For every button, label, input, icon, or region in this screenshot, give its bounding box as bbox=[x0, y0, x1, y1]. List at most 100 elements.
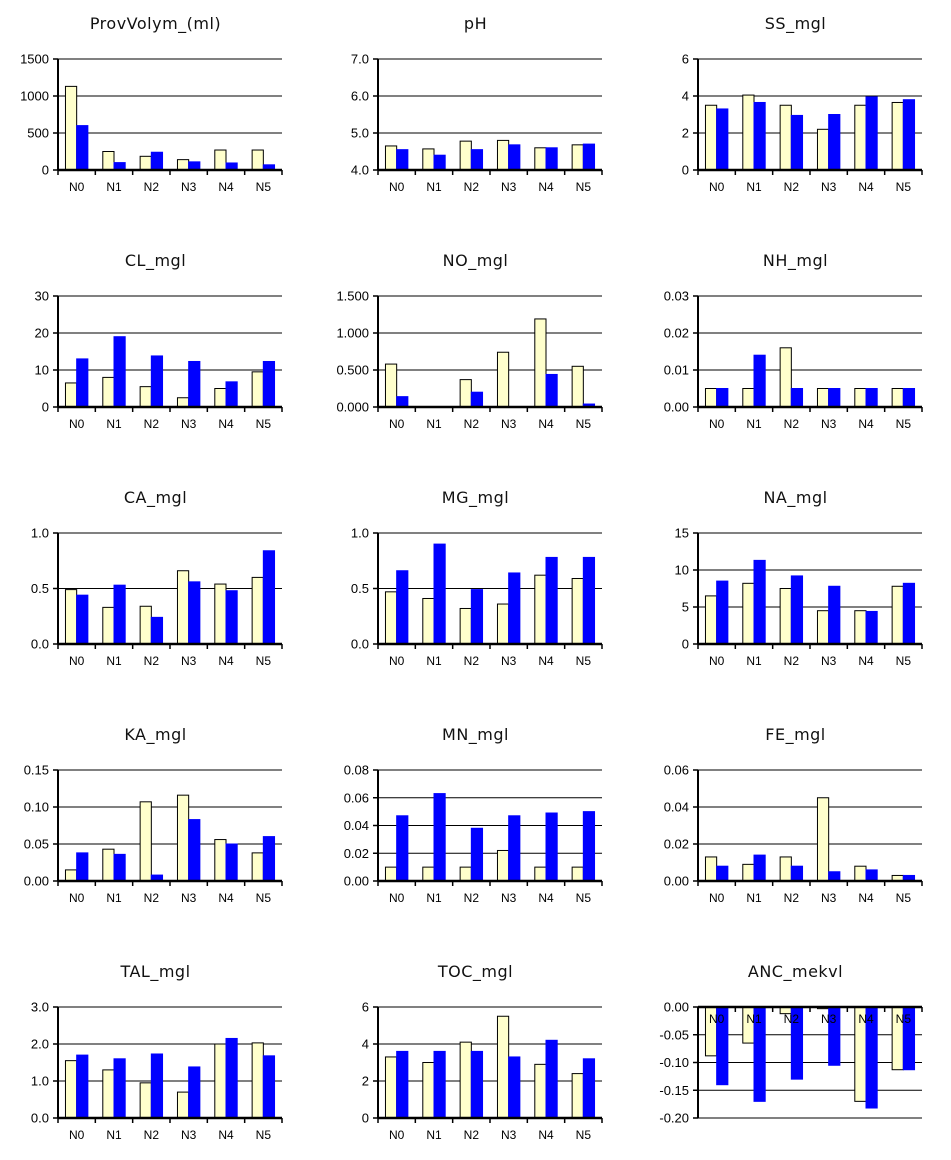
x-tick-label: N0 bbox=[389, 180, 405, 194]
bar-series-b-n2 bbox=[150, 616, 164, 645]
y-tick-label: 1.500 bbox=[336, 289, 369, 304]
bar-series-b-n2 bbox=[790, 114, 804, 171]
x-tick-label: N3 bbox=[501, 1128, 517, 1142]
bar-series-b-n2 bbox=[470, 149, 484, 171]
bar-series-a-n2 bbox=[779, 347, 792, 408]
x-tick-label: N4 bbox=[218, 891, 234, 905]
x-tick-label: N3 bbox=[181, 654, 197, 668]
y-tick-label: 10 bbox=[35, 363, 49, 378]
y-tick-label: -0.10 bbox=[659, 1055, 689, 1070]
y-tick-label: 6 bbox=[682, 52, 689, 67]
bar-series-a-n0 bbox=[704, 388, 718, 408]
bar-series-a-n5 bbox=[891, 388, 904, 408]
x-tick-label: N5 bbox=[896, 180, 912, 194]
bar-series-b-n1 bbox=[753, 559, 766, 645]
bar-series-b-n5 bbox=[902, 99, 916, 171]
y-tick-label: -0.15 bbox=[659, 1083, 689, 1098]
y-tick-label: -0.05 bbox=[659, 1027, 689, 1042]
chart-plot: -0.20 -0.15 -0.10 -0.05 0.00 N0 N1 N2 N3 N4 N5 bbox=[659, 1000, 923, 1126]
x-tick-label: N1 bbox=[106, 180, 122, 194]
bar-series-a-n2 bbox=[779, 856, 792, 882]
y-tick-label: 0.00 bbox=[24, 874, 49, 889]
y-tick-label: 1500 bbox=[20, 52, 49, 67]
bar-series-a-n2 bbox=[459, 866, 472, 882]
chart-title: CL_mgl bbox=[124, 251, 187, 270]
chart-ss-mgl: SS_mgl 0 2 4 6 N0 N1 N2 N3 N4 N5 bbox=[640, 0, 951, 212]
x-tick-label: N5 bbox=[256, 180, 272, 194]
x-tick-label: N5 bbox=[256, 654, 272, 668]
x-tick-label: N0 bbox=[69, 180, 85, 194]
bar-series-b-n0 bbox=[76, 1054, 89, 1119]
x-tick-label: N5 bbox=[576, 417, 592, 431]
bar-series-a-n4 bbox=[854, 610, 867, 645]
x-tick-label: N2 bbox=[144, 654, 160, 668]
bar-series-a-n0 bbox=[64, 589, 78, 645]
bar-series-b-n5 bbox=[902, 582, 916, 645]
bar-series-a-n3 bbox=[496, 849, 510, 882]
x-tick-label: N2 bbox=[464, 417, 480, 431]
y-tick-label: 0 bbox=[682, 163, 689, 178]
chart-plot: 0 2 4 6 N0 N1 N2 N3 N4 N5 bbox=[362, 1000, 603, 1142]
y-tick-label: 0.08 bbox=[344, 763, 369, 778]
bar-series-b-n1 bbox=[753, 101, 766, 171]
bar-series-a-n4 bbox=[214, 839, 227, 882]
y-tick-label: 0.5 bbox=[31, 581, 49, 596]
chart-title: ProvVolym_(ml) bbox=[89, 14, 222, 33]
y-tick-label: 4.0 bbox=[351, 163, 369, 178]
x-tick-label: N0 bbox=[389, 1128, 405, 1142]
y-tick-label: 1.000 bbox=[336, 326, 369, 341]
x-tick-label: N5 bbox=[256, 417, 272, 431]
bar-series-a-n4 bbox=[854, 865, 867, 882]
bar-series-a-n4 bbox=[854, 388, 867, 408]
bar-series-a-n1 bbox=[742, 582, 755, 645]
bar-series-b-n0 bbox=[76, 852, 89, 882]
chart-ph: pH 4.0 5.0 6.0 7.0 N0 N1 N2 N3 N4 N5 bbox=[320, 0, 631, 212]
bar-series-a-n0 bbox=[384, 591, 398, 645]
bar-series-a-n3 bbox=[176, 397, 190, 408]
bar-series-b-n4 bbox=[545, 812, 558, 882]
x-tick-label: N1 bbox=[426, 417, 442, 431]
bar-series-b-n3 bbox=[508, 1056, 521, 1119]
x-tick-label: N4 bbox=[858, 180, 874, 194]
x-tick-label: N0 bbox=[69, 417, 85, 431]
bar-series-a-n2 bbox=[139, 386, 152, 408]
x-tick-label: N3 bbox=[501, 417, 517, 431]
x-tick-label: N4 bbox=[218, 654, 234, 668]
bar-series-b-n3 bbox=[508, 144, 521, 171]
x-tick-label: N2 bbox=[464, 1128, 480, 1142]
chart-plot: 0 2 4 6 N0 N1 N2 N3 N4 N5 bbox=[682, 52, 923, 194]
chart-title: MN_mgl bbox=[442, 725, 509, 744]
chart-title: CA_mgl bbox=[123, 488, 188, 507]
x-tick-label: N3 bbox=[181, 891, 197, 905]
x-tick-label: N4 bbox=[218, 417, 234, 431]
bar-series-b-n1 bbox=[113, 584, 126, 645]
y-tick-label: 1.0 bbox=[31, 526, 49, 541]
bar-series-b-n3 bbox=[828, 871, 841, 882]
chart-tal-mgl: TAL_mgl 0.0 1.0 2.0 3.0 N0 N1 N2 N3 N4 N5 bbox=[0, 948, 311, 1160]
chart-title: FE_mgl bbox=[765, 725, 826, 744]
y-tick-label: 15 bbox=[675, 526, 689, 541]
x-tick-label: N3 bbox=[501, 180, 517, 194]
bar-series-a-n0 bbox=[704, 856, 718, 882]
bar-series-b-n1 bbox=[433, 543, 446, 645]
bar-series-a-n1 bbox=[742, 388, 755, 408]
bar-series-a-n0 bbox=[64, 85, 78, 171]
y-tick-label: 30 bbox=[35, 289, 49, 304]
chart-provvolym-ml: ProvVolym_(ml) 0 500 1000 1500 N0 N1 N2 N3 N4 N5 bbox=[0, 0, 311, 212]
chart-plot: 4.0 5.0 6.0 7.0 N0 N1 N2 N3 N4 N5 bbox=[351, 52, 603, 194]
x-tick-label: N2 bbox=[144, 417, 160, 431]
bar-series-a-n0 bbox=[704, 104, 718, 171]
bar-series-b-n2 bbox=[790, 388, 804, 408]
y-tick-label: 0.0 bbox=[31, 637, 49, 652]
x-tick-label: N2 bbox=[144, 891, 160, 905]
chart-plot: 0 10 20 30 N0 N1 N2 N3 N4 N5 bbox=[35, 289, 283, 431]
y-tick-label: 0 bbox=[362, 1111, 369, 1126]
bar-series-a-n5 bbox=[251, 1042, 264, 1119]
y-tick-label: 4 bbox=[362, 1037, 369, 1052]
bar-series-a-n1 bbox=[422, 597, 435, 645]
x-tick-label: N3 bbox=[181, 180, 197, 194]
bar-series-a-n5 bbox=[891, 585, 904, 645]
x-tick-label: N2 bbox=[464, 654, 480, 668]
x-tick-label: N1 bbox=[746, 417, 762, 431]
bar-series-b-n4 bbox=[545, 556, 558, 645]
